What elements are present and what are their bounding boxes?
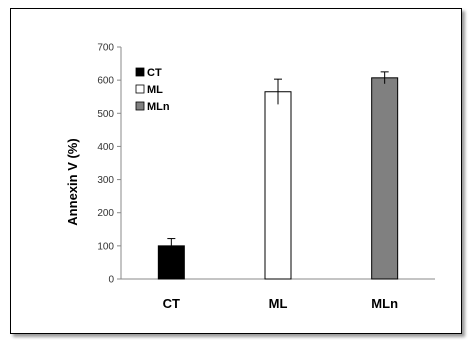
y-tick-label: 200 <box>97 208 114 219</box>
legend-label-ct: CT <box>147 67 162 79</box>
x-tick-label-mln: MLn <box>371 296 398 311</box>
legend: CT ML MLn <box>135 67 170 113</box>
y-axis-label: Annexin V (%) <box>65 138 80 225</box>
legend-swatch-mln <box>135 101 145 111</box>
x-tick-label-ct: CT <box>163 296 180 311</box>
bar-ml <box>264 91 292 280</box>
y-tick-label: 500 <box>97 109 114 120</box>
legend-label-mln: MLn <box>147 101 170 113</box>
legend-swatch-ct <box>135 67 145 77</box>
bar-mln <box>371 77 399 280</box>
y-tick-label: 400 <box>97 142 114 153</box>
y-tick-label: 100 <box>97 241 114 252</box>
y-tick-label: 300 <box>97 175 114 186</box>
legend-label-ml: ML <box>147 84 163 96</box>
bars: CT ML MLn <box>157 71 399 311</box>
y-tick-label: 600 <box>97 76 114 87</box>
y-tick-label: 700 <box>97 43 114 54</box>
y-tick-label: 0 <box>108 275 114 286</box>
x-tick-label-ml: ML <box>269 296 288 311</box>
legend-swatch-ml <box>135 84 145 94</box>
